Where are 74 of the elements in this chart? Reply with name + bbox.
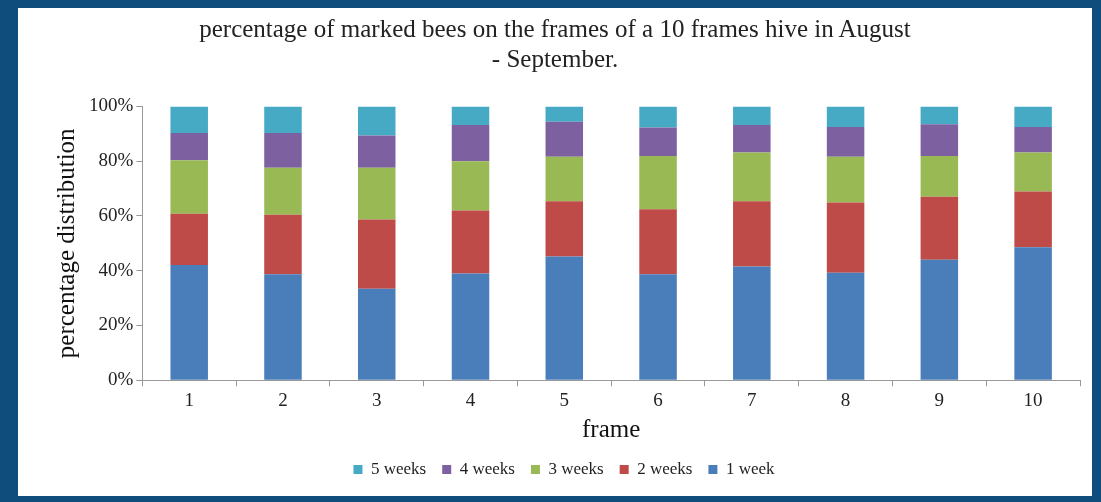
bar: [357, 167, 396, 220]
bar: [170, 160, 208, 214]
x-tick-label: 1: [184, 388, 194, 410]
bar: [451, 210, 490, 274]
bar: [920, 259, 959, 380]
bar: [264, 106, 302, 133]
x-tick-label: 4: [465, 388, 476, 410]
bar: [357, 288, 396, 380]
bar: [826, 156, 865, 203]
x-tick-label: 7: [747, 388, 757, 410]
bar: [357, 106, 396, 136]
bar: [733, 106, 771, 126]
x-tick-label: 8: [840, 388, 851, 410]
bar: [733, 125, 771, 153]
legend-label: 4 weeks: [459, 458, 515, 478]
bar: [451, 125, 490, 162]
bar: [545, 156, 584, 202]
legend-label: 3 weeks: [548, 458, 604, 478]
x-tick-label: 5: [559, 388, 570, 410]
bar: [826, 202, 865, 273]
bar: [1014, 152, 1052, 192]
bar: [264, 132, 302, 168]
bar: [920, 124, 959, 156]
bar: [451, 161, 490, 211]
bar: [1014, 106, 1052, 127]
bar: [639, 106, 677, 128]
legend-label: 5 weeks: [370, 458, 427, 478]
bar: [920, 106, 959, 125]
legend-label: 1 week: [725, 458, 776, 478]
bar: [920, 155, 959, 197]
legend-label: 2 weeks: [637, 458, 693, 478]
y-tick-label: 80%: [98, 149, 134, 171]
bar: [451, 273, 490, 380]
bar: [920, 196, 959, 260]
y-tick-label: 60%: [98, 203, 134, 225]
bar: [357, 135, 396, 168]
bar: [170, 213, 208, 265]
y-tick-label: 0%: [108, 368, 134, 390]
y-tick-label: 100%: [89, 94, 134, 116]
bar: [170, 264, 208, 380]
y-axis-title: percentage distribution: [51, 127, 79, 359]
bar: [545, 106, 584, 122]
bar: [826, 106, 865, 127]
bar: [545, 121, 584, 157]
bar: [1014, 191, 1052, 248]
bar: [733, 152, 771, 202]
y-tick-label: 20%: [98, 313, 134, 335]
bar: [545, 201, 584, 257]
bar: [1014, 126, 1052, 153]
x-tick-label: 9: [934, 388, 945, 410]
bar: [639, 155, 677, 210]
x-axis-title: frame: [582, 414, 641, 442]
bar: [264, 274, 302, 380]
x-tick-label: 6: [653, 388, 663, 410]
bar: [170, 132, 208, 161]
bar: [170, 106, 208, 133]
bar: [264, 167, 302, 215]
bar: [733, 266, 771, 380]
x-tick-label: 2: [278, 388, 288, 410]
bar: [826, 126, 865, 157]
x-tick-label: 10: [1023, 388, 1043, 410]
bar: [639, 274, 677, 380]
y-tick-label: 40%: [98, 258, 134, 280]
bar: [639, 209, 677, 275]
bar: [826, 272, 865, 380]
x-tick-label: 3: [372, 388, 382, 410]
bar: [639, 127, 677, 156]
bar: [357, 219, 396, 289]
bar: [545, 256, 584, 380]
bar: [264, 214, 302, 275]
bar: [1014, 247, 1052, 380]
bar: [733, 201, 771, 267]
chart-title: percentage of marked bees on the frames of a 10 frames hive in August - September.: [198, 14, 912, 74]
bar: [451, 106, 490, 126]
